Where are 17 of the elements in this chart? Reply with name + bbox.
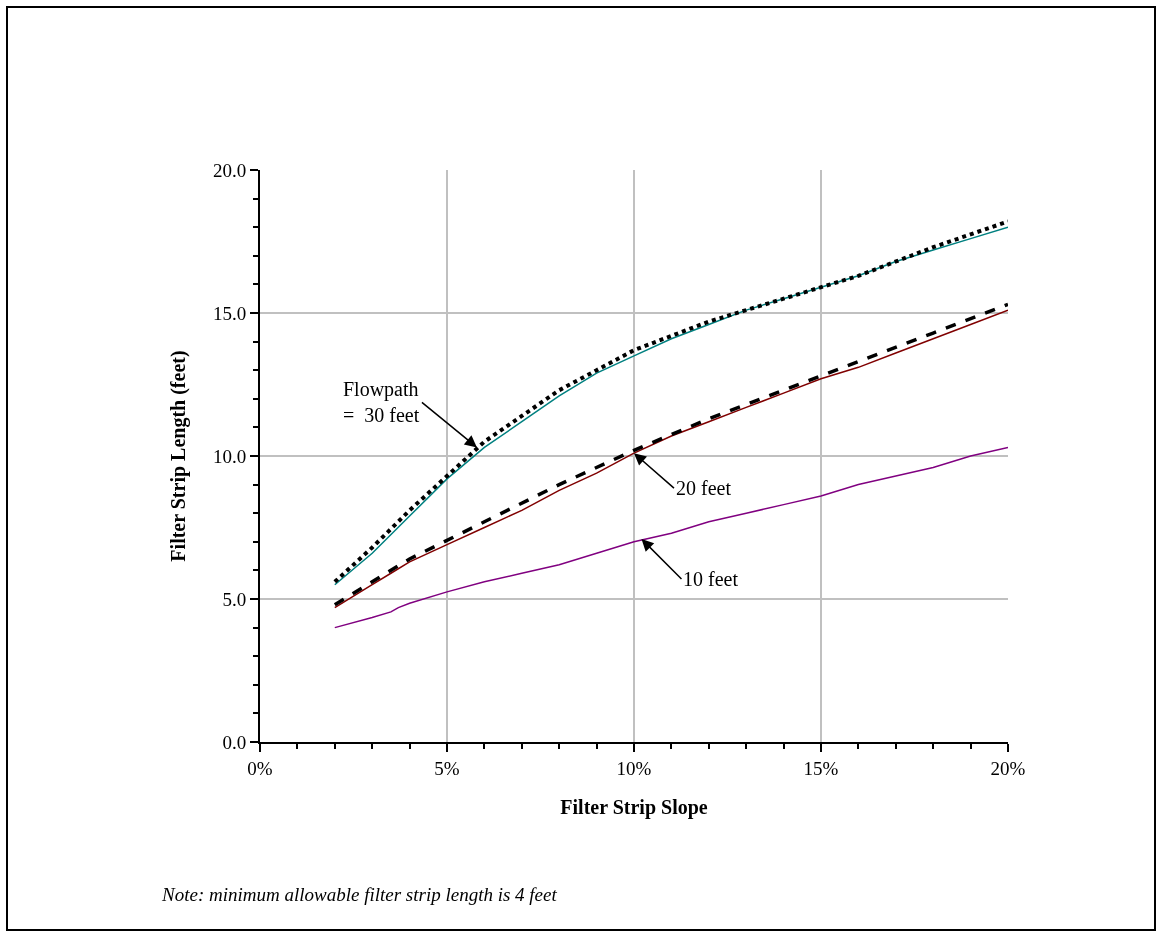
x-axis-title: Filter Strip Slope <box>560 795 708 819</box>
y-tick-label: 10.0 <box>212 445 247 467</box>
x-tick-label: 20% <box>990 757 1026 779</box>
y-tick-label: 5.0 <box>222 588 247 610</box>
y-tick-label: 0.0 <box>222 731 247 753</box>
x-tick-label: 10% <box>616 757 652 779</box>
y-axis-title: Filter Strip Length (feet) <box>166 350 190 562</box>
x-tick-label: 15% <box>803 757 839 779</box>
text: Note: minimum allowable filter strip length is 4 feet <box>161 884 558 905</box>
y-tick-label: 20.0 <box>212 159 247 181</box>
x-tick-label: 5% <box>434 757 460 779</box>
line-series <box>334 446 1008 629</box>
annotation: Flowpath = 30 feet <box>343 378 420 426</box>
annotation: 10 feet <box>683 568 739 590</box>
annotation: 20 feet <box>676 477 732 499</box>
y-tick-label: 15.0 <box>212 302 247 324</box>
x-tick-label: 0% <box>247 757 273 779</box>
